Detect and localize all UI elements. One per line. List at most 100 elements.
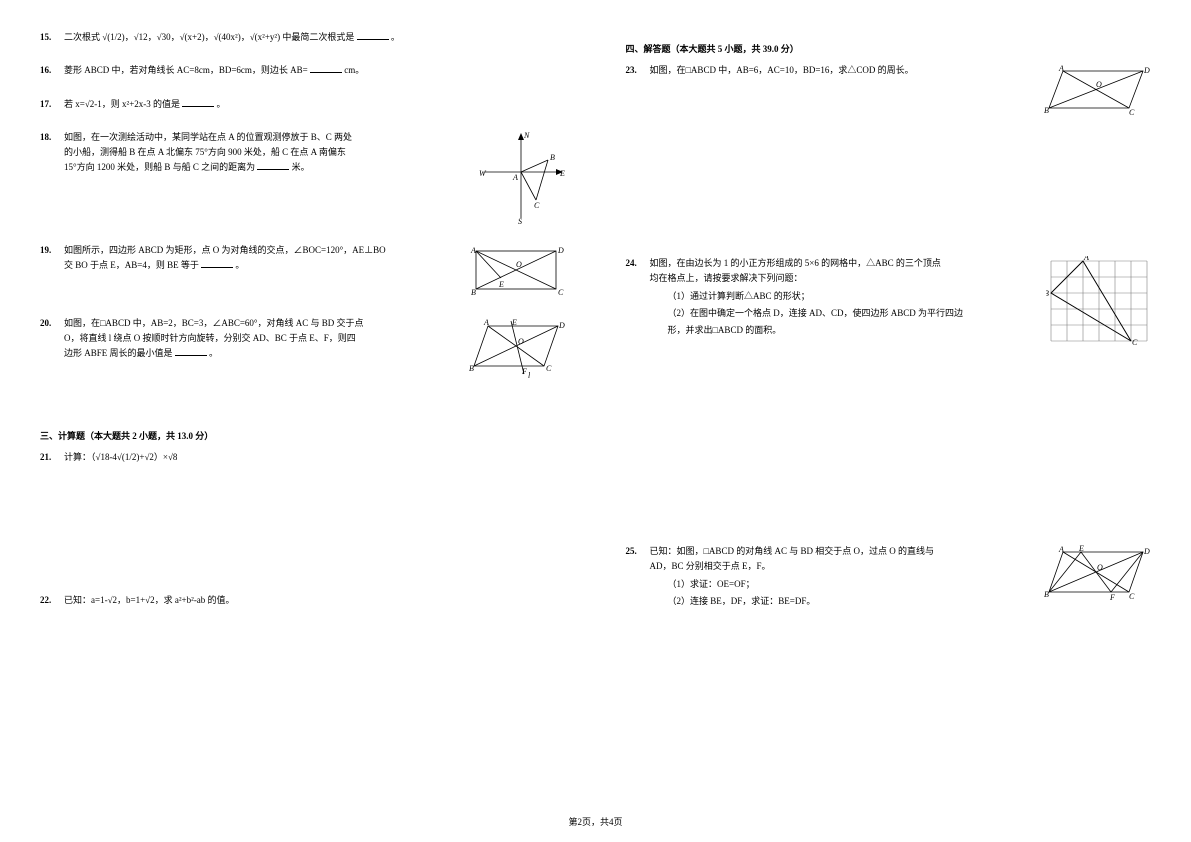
q23-number: 23. bbox=[626, 63, 650, 118]
svg-text:E: E bbox=[498, 280, 504, 289]
svg-text:F: F bbox=[1109, 593, 1115, 602]
q18-line1: 如图，在一次测绘活动中，某同学站在点 A 的位置观测停放于 B、C 两处 bbox=[64, 130, 466, 145]
q24-sub2b: 形，并求出□ABCD 的面积。 bbox=[650, 323, 1037, 338]
svg-text:A: A bbox=[1058, 64, 1064, 73]
q17-text: 若 x=√2-1，则 x²+2x-3 的值是 bbox=[64, 99, 180, 109]
q24-sub1: （1）通过计算判断△ABC 的形状； bbox=[650, 289, 1037, 304]
svg-text:A: A bbox=[1058, 545, 1064, 554]
q17-number: 17. bbox=[40, 97, 64, 112]
svg-text:S: S bbox=[518, 217, 522, 225]
q20-figure: A E D B F C O l bbox=[466, 316, 566, 381]
q20-line2: O，将直线 l 绕点 O 按顺时针方向旋转，分别交 AD、BC 于点 E、F，则… bbox=[64, 331, 456, 346]
q18-blank bbox=[257, 160, 289, 170]
q18-line3: 15°方向 1200 米处，则船 B 与船 C 之间的距离为 bbox=[64, 162, 255, 172]
q25-number: 25. bbox=[626, 544, 650, 609]
svg-text:C: C bbox=[546, 364, 552, 373]
q18-number: 18. bbox=[40, 130, 64, 225]
q24-sub2: （2）在图中确定一个格点 D，连接 AD、CD，使四边形 ABCD 为平行四边 bbox=[650, 306, 1037, 321]
q20-line1: 如图，在□ABCD 中，AB=2，BC=3，∠ABC=60°，对角线 AC 与 … bbox=[64, 316, 456, 331]
svg-text:B: B bbox=[1046, 289, 1049, 298]
section-3-header: 三、计算题（本大题共 2 小题，共 13.0 分） bbox=[40, 429, 566, 442]
q24-line2: 均在格点上，请按要求解决下列问题： bbox=[650, 271, 1037, 286]
q20-suffix: 。 bbox=[209, 348, 218, 358]
svg-text:O: O bbox=[518, 337, 524, 346]
q25-sub1: （1）求证：OE=OF； bbox=[650, 577, 1032, 592]
svg-text:D: D bbox=[1143, 547, 1150, 556]
q17-suffix: 。 bbox=[217, 99, 226, 109]
svg-text:E: E bbox=[511, 318, 517, 327]
svg-text:D: D bbox=[558, 321, 565, 330]
question-17: 17. 若 x=√2-1，则 x²+2x-3 的值是 。 bbox=[40, 97, 566, 112]
q18-line2: 的小船，测得船 B 在点 A 北偏东 75°方向 900 米处，船 C 在点 A… bbox=[64, 145, 466, 160]
q23-figure: A D B C O bbox=[1041, 63, 1151, 118]
question-19: 19. 如图所示，四边形 ABCD 为矩形，点 O 为对角线的交点，∠BOC=1… bbox=[40, 243, 566, 298]
q19-line1: 如图所示，四边形 ABCD 为矩形，点 O 为对角线的交点，∠BOC=120°，… bbox=[64, 243, 456, 258]
svg-text:F: F bbox=[521, 367, 527, 376]
svg-text:C: C bbox=[534, 201, 540, 210]
svg-text:C: C bbox=[1132, 338, 1138, 346]
q20-line3: 边形 ABFE 周长的最小值是 bbox=[64, 348, 173, 358]
question-15: 15. 二次根式 √(1/2)，√12，√30，√(x+2)，√(40x²)，√… bbox=[40, 30, 566, 45]
left-column: 15. 二次根式 √(1/2)，√12，√30，√(x+2)，√(40x²)，√… bbox=[40, 30, 566, 627]
svg-text:D: D bbox=[1143, 66, 1150, 75]
svg-text:C: C bbox=[558, 288, 564, 297]
svg-text:A: A bbox=[483, 318, 489, 327]
section-4-header: 四、解答题（本大题共 5 小题，共 39.0 分） bbox=[626, 42, 1152, 55]
q23-text: 如图，在□ABCD 中，AB=6，AC=10，BD=16，求△COD 的周长。 bbox=[650, 63, 1032, 118]
q21-number: 21. bbox=[40, 450, 64, 465]
q17-blank bbox=[182, 97, 214, 107]
q16-blank bbox=[310, 63, 342, 73]
q22-text: 已知：a=1-√2，b=1+√2，求 a²+b²-ab 的值。 bbox=[64, 593, 566, 608]
q18-figure: N E S W A B C bbox=[476, 130, 566, 225]
q19-blank bbox=[201, 258, 233, 268]
question-22: 22. 已知：a=1-√2，b=1+√2，求 a²+b²-ab 的值。 bbox=[40, 593, 566, 608]
q21-text: 计算：（√18-4√(1/2)+√2）×√8 bbox=[64, 450, 566, 465]
svg-text:B: B bbox=[469, 364, 474, 373]
svg-text:O: O bbox=[516, 260, 522, 269]
q15-blank bbox=[357, 30, 389, 40]
svg-text:A: A bbox=[470, 246, 476, 255]
svg-text:E: E bbox=[1078, 544, 1084, 553]
svg-text:C: C bbox=[1129, 592, 1135, 601]
svg-text:O: O bbox=[1096, 80, 1102, 89]
svg-text:A: A bbox=[1083, 256, 1089, 262]
q20-blank bbox=[175, 346, 207, 356]
question-23: 23. 如图，在□ABCD 中，AB=6，AC=10，BD=16，求△COD 的… bbox=[626, 63, 1152, 118]
q15-text: 二次根式 √(1/2)，√12，√30，√(x+2)，√(40x²)，√(x²+… bbox=[64, 32, 354, 42]
question-16: 16. 菱形 ABCD 中，若对角线长 AC=8cm，BD=6cm，则边长 AB… bbox=[40, 63, 566, 78]
svg-text:N: N bbox=[523, 131, 530, 140]
q16-number: 16. bbox=[40, 63, 64, 78]
q18-suffix: 米。 bbox=[292, 162, 310, 172]
q24-line1: 如图，在由边长为 1 的小正方形组成的 5×6 的网格中，△ABC 的三个顶点 bbox=[650, 256, 1037, 271]
svg-text:C: C bbox=[1129, 108, 1135, 117]
question-20: 20. 如图，在□ABCD 中，AB=2，BC=3，∠ABC=60°，对角线 A… bbox=[40, 316, 566, 381]
svg-text:B: B bbox=[471, 288, 476, 297]
svg-text:W: W bbox=[479, 169, 487, 178]
q16-text: 菱形 ABCD 中，若对角线长 AC=8cm，BD=6cm，则边长 AB= bbox=[64, 65, 308, 75]
q25-figure: A E D B F C O bbox=[1041, 544, 1151, 609]
page-footer: 第2页，共4页 bbox=[0, 815, 1191, 828]
q19-number: 19. bbox=[40, 243, 64, 298]
question-18: 18. 如图，在一次测绘活动中，某同学站在点 A 的位置观测停放于 B、C 两处… bbox=[40, 130, 566, 225]
right-column: 四、解答题（本大题共 5 小题，共 39.0 分） 23. 如图，在□ABCD … bbox=[626, 30, 1152, 627]
svg-text:O: O bbox=[1097, 563, 1103, 572]
page-content: 15. 二次根式 √(1/2)，√12，√30，√(x+2)，√(40x²)，√… bbox=[0, 0, 1191, 647]
q19-figure: A D B C O E bbox=[466, 243, 566, 298]
svg-text:B: B bbox=[1044, 106, 1049, 115]
svg-text:E: E bbox=[559, 169, 565, 178]
q25-sub2: （2）连接 BE，DF，求证：BE=DF。 bbox=[650, 594, 1032, 609]
svg-text:l: l bbox=[528, 371, 531, 380]
q22-number: 22. bbox=[40, 593, 64, 608]
svg-text:A: A bbox=[512, 173, 518, 182]
question-21: 21. 计算：（√18-4√(1/2)+√2）×√8 bbox=[40, 450, 566, 465]
q24-figure: A B C bbox=[1046, 256, 1151, 346]
svg-text:D: D bbox=[557, 246, 564, 255]
svg-text:B: B bbox=[550, 153, 555, 162]
q19-line2: 交 BO 于点 E，AB=4，则 BE 等于 bbox=[64, 260, 199, 270]
q19-suffix: 。 bbox=[235, 260, 244, 270]
question-24: 24. 如图，在由边长为 1 的小正方形组成的 5×6 的网格中，△ABC 的三… bbox=[626, 256, 1152, 346]
q15-number: 15. bbox=[40, 30, 64, 45]
svg-text:B: B bbox=[1044, 590, 1049, 599]
q16-suffix: cm。 bbox=[344, 65, 364, 75]
q20-number: 20. bbox=[40, 316, 64, 381]
